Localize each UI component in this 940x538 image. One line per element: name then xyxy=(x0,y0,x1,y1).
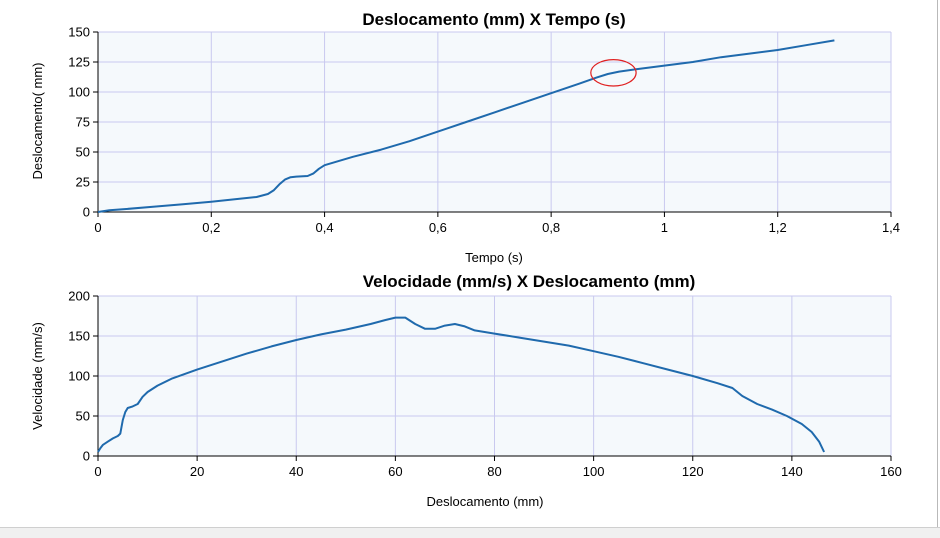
x-tick-label: 20 xyxy=(190,464,204,479)
y-tick-label: 100 xyxy=(68,85,90,100)
x-axis-label: Deslocamento (mm) xyxy=(426,494,543,509)
chart-title: Deslocamento (mm) X Tempo (s) xyxy=(362,10,625,29)
plot-area: 0 20 40 60 80 100 120 140 160 0 50 100 150 200 xyxy=(68,289,902,480)
y-axis-label: Deslocamento( mm) xyxy=(30,62,45,179)
y-tick-label: 100 xyxy=(68,369,90,384)
series-line xyxy=(97,316,826,453)
bottom-scroll-strip xyxy=(0,527,940,538)
y-axis-label: Velocidade (mm/s) xyxy=(30,322,45,430)
x-tick-label: 0,2 xyxy=(202,220,220,235)
x-tick-label: 40 xyxy=(289,464,303,479)
x-tick-label: 60 xyxy=(388,464,402,479)
displacement-time-chart: 0 0,2 0,4 0,6 0,8 1 1,2 1,4 0 25 50 75 100 125 150 Des… xyxy=(30,10,900,265)
x-axis-label: Tempo (s) xyxy=(465,250,523,265)
chart-title: Velocidade (mm/s) X Deslocamento (mm) xyxy=(363,272,696,291)
x-tick-label: 1,4 xyxy=(882,220,900,235)
x-tick-label: 1 xyxy=(661,220,668,235)
series-line xyxy=(97,39,835,213)
y-tick-label: 0 xyxy=(83,449,90,464)
x-tick-label: 0,6 xyxy=(429,220,447,235)
x-tick-label: 100 xyxy=(583,464,605,479)
x-tick-label: 0,8 xyxy=(542,220,560,235)
y-tick-label: 50 xyxy=(76,145,90,160)
y-tick-label: 200 xyxy=(68,289,90,304)
x-tick-label: 140 xyxy=(781,464,803,479)
x-tick-label: 120 xyxy=(682,464,704,479)
x-tick-label: 0 xyxy=(94,220,101,235)
plot-area: 0 0,2 0,4 0,6 0,8 1 1,2 1,4 0 25 50 75 100 125 150 xyxy=(68,25,900,236)
y-tick-label: 75 xyxy=(76,115,90,130)
y-tick-label: 150 xyxy=(68,25,90,40)
x-tick-label: 0,4 xyxy=(316,220,334,235)
y-tick-label: 0 xyxy=(83,205,90,220)
x-tick-label: 1,2 xyxy=(769,220,787,235)
annotation-ellipse xyxy=(590,59,637,87)
x-tick-label: 160 xyxy=(880,464,902,479)
y-tick-label: 150 xyxy=(68,329,90,344)
x-tick-label: 80 xyxy=(487,464,501,479)
y-tick-label: 50 xyxy=(76,409,90,424)
velocity-displacement-chart: 0 20 40 60 80 100 120 140 160 0 50 100 150 200 Veloci… xyxy=(30,272,902,509)
x-tick-label: 0 xyxy=(94,464,101,479)
y-tick-label: 25 xyxy=(76,175,90,190)
y-tick-label: 125 xyxy=(68,55,90,70)
